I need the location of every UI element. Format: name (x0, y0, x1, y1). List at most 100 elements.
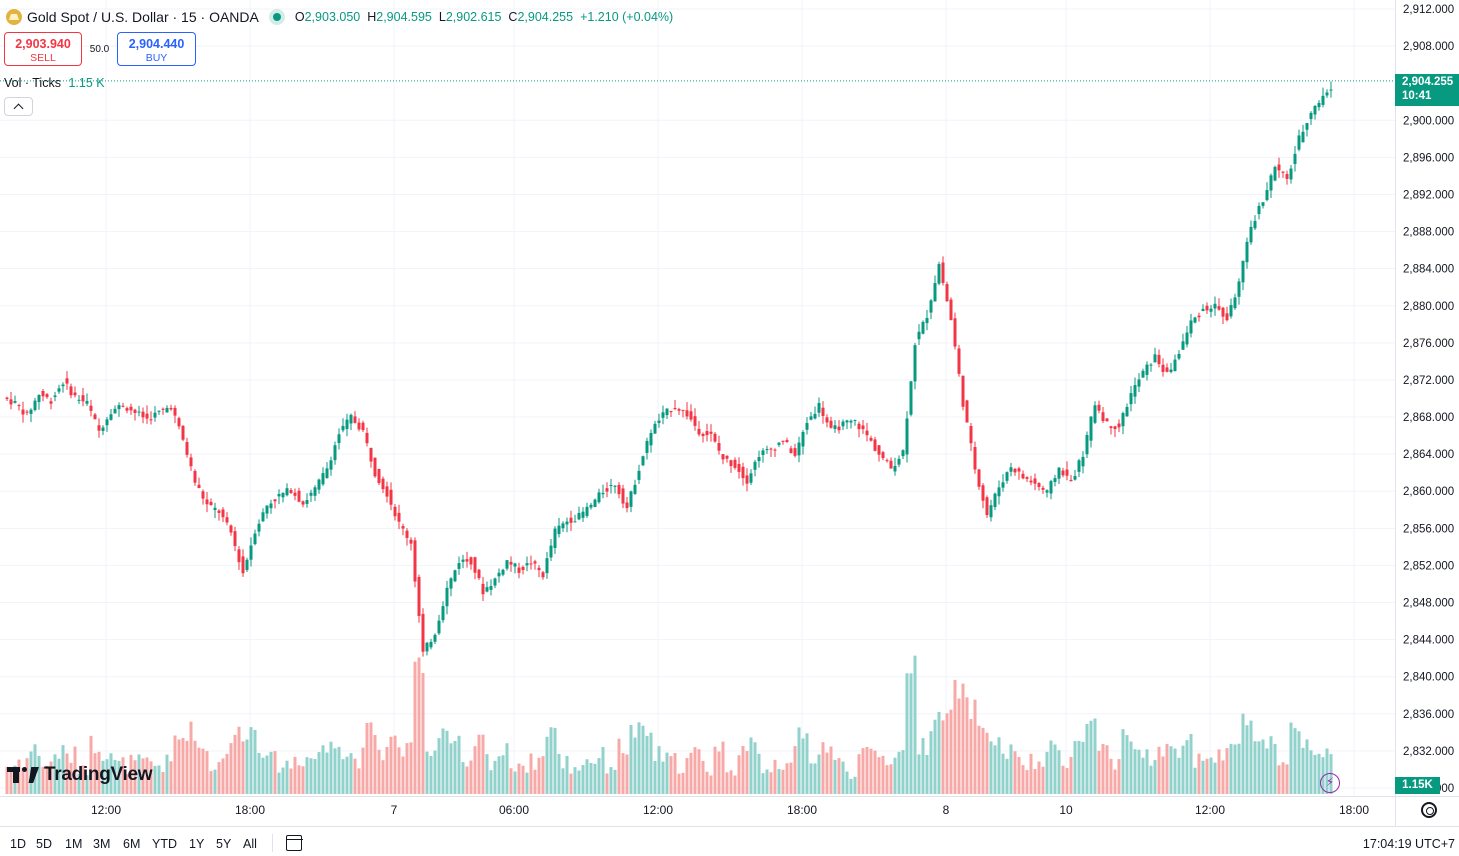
range-button-1m[interactable]: 1M (65, 837, 83, 851)
volume-bar (517, 763, 521, 794)
calendar-range-icon[interactable] (285, 835, 303, 851)
clock-timezone[interactable]: 17:04:19 UTC+7 (1362, 837, 1455, 851)
candle-body (897, 458, 901, 465)
candle-body (913, 345, 917, 382)
range-button-1y[interactable]: 1Y (189, 837, 205, 851)
candle-body (57, 388, 61, 392)
candle-body (17, 405, 21, 407)
candle-body (1233, 297, 1237, 309)
range-button-all[interactable]: All (243, 837, 257, 851)
candle-body (1241, 260, 1245, 283)
volume-bar (757, 753, 761, 794)
volume-bar (1113, 769, 1117, 794)
collapse-legend-button[interactable] (4, 97, 33, 116)
volume-bar (241, 741, 245, 794)
volume-bar (773, 759, 777, 794)
candle-body (161, 408, 165, 410)
volume-bar (793, 746, 797, 794)
candle-body (741, 466, 745, 479)
buy-button[interactable]: 2,904.440 BUY (117, 32, 196, 66)
volume-bar (721, 741, 725, 794)
candle-body (697, 428, 701, 435)
range-button-1d[interactable]: 1D (10, 837, 26, 851)
symbol-description[interactable]: U.S. Dollar · 15 · OANDA (100, 9, 259, 25)
candle-body (621, 488, 625, 504)
volume-bar (117, 760, 121, 794)
time-axis: 12:00 18:00 7 06:00 12:00 18:00 8 10 12:00 18:00 (0, 796, 1459, 817)
volume-bar (269, 751, 273, 794)
volume-bar (1297, 731, 1301, 794)
time-axis-label: 18:00 (1339, 803, 1369, 817)
candle-body (609, 484, 613, 486)
sell-button[interactable]: 2,903.940 SELL (4, 32, 82, 66)
volume-bar (409, 742, 413, 794)
candle-body (557, 525, 561, 535)
volume-bar (545, 736, 549, 794)
candle-body (1301, 131, 1305, 143)
sell-price: 2,903.940 (15, 37, 71, 51)
candle-body (1161, 364, 1165, 372)
candle-body (641, 456, 645, 466)
bottom-toolbar: 1D 5D 1M 3M 6M YTD 1Y 5Y All 17:04:19 UTC+7 (0, 826, 1459, 856)
candle-body (129, 406, 133, 411)
volume-bar (1065, 767, 1069, 794)
volume-legend[interactable]: Vol · Ticks 1.15 K (4, 76, 105, 90)
candle-body (633, 484, 637, 494)
candle-body (937, 264, 941, 284)
candle-body (1297, 135, 1301, 150)
volume-bar (65, 753, 69, 794)
candle-body (277, 494, 281, 497)
volume-bar (985, 732, 989, 794)
candle-body (1185, 332, 1189, 345)
gold-coin-icon (6, 9, 22, 25)
volume-bar (637, 722, 641, 794)
volume-bar (1289, 722, 1293, 794)
volume-bar (337, 746, 341, 794)
volume-bar (1281, 762, 1285, 794)
volume-bar (245, 739, 249, 794)
range-button-5y[interactable]: 5Y (216, 837, 232, 851)
candle-body (113, 408, 117, 414)
sell-label: SELL (30, 52, 56, 64)
time-axis-label: 18:00 (787, 803, 817, 817)
candle-body (1117, 423, 1121, 428)
volume-bar (101, 760, 105, 794)
volume-bar (829, 746, 833, 794)
volume-bar (949, 709, 953, 794)
volume-bar (293, 756, 297, 794)
candle-body (493, 578, 497, 586)
volume-bar (57, 758, 61, 794)
volume-bar (901, 750, 905, 794)
candle-body (273, 499, 277, 502)
candle-body (165, 407, 169, 413)
candle-body (181, 425, 185, 440)
volume-bar (753, 742, 757, 794)
toolbar-divider (272, 834, 273, 852)
volume-bar (437, 738, 441, 794)
candle-body (401, 526, 405, 529)
candle-body (881, 452, 885, 459)
time-axis-label: 12:00 (91, 803, 121, 817)
candle-body (1305, 123, 1309, 130)
range-button-5d[interactable]: 5D (36, 837, 52, 851)
range-button-3m[interactable]: 3M (93, 837, 111, 851)
symbol-title[interactable]: Gold Spot / U.S. Dollar · 15 · OANDA (27, 9, 259, 25)
range-button-6m[interactable]: 6M (123, 837, 141, 851)
range-button-ytd[interactable]: YTD (152, 837, 177, 851)
volume-bar (1081, 741, 1085, 794)
volume-bar (329, 741, 333, 794)
gear-icon[interactable] (1421, 802, 1437, 818)
volume-bar (905, 673, 909, 794)
candle-body (409, 539, 413, 544)
volume-bar (1061, 765, 1065, 794)
symbol-name[interactable]: Gold Spot (27, 9, 90, 25)
lightning-icon[interactable]: ⚡ (1320, 773, 1340, 793)
tradingview-logo[interactable]: TradingView (7, 764, 153, 786)
candle-body (1213, 303, 1217, 309)
volume-bar (1229, 743, 1233, 794)
candle-body (585, 506, 589, 516)
price-axis-label: 2,888.000 (1403, 227, 1454, 239)
market-open-dot-icon[interactable] (272, 13, 281, 21)
